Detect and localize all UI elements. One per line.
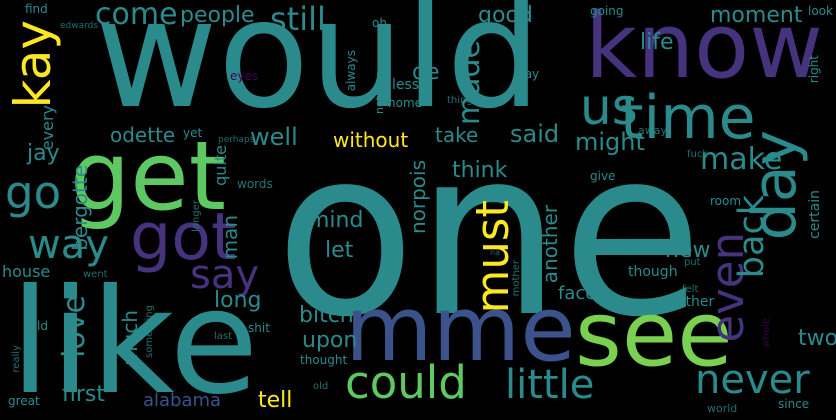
word-always: always <box>344 50 358 92</box>
word-mind: mind <box>308 208 364 233</box>
word-little: little <box>505 362 595 408</box>
word-long: long <box>214 288 262 313</box>
word-father: father <box>672 294 715 310</box>
word-mother: mother <box>511 260 522 297</box>
word-world: world <box>707 402 738 415</box>
word-went: went <box>83 269 108 280</box>
word-kay: kay <box>4 20 62 109</box>
word-mme: mme <box>345 277 576 382</box>
word-give: give <box>590 169 616 183</box>
word-may: may <box>513 67 540 81</box>
word-quite: quite <box>211 145 230 186</box>
word-tell: tell <box>258 388 293 413</box>
word-seemed: seemed <box>289 45 300 85</box>
word-whole: whole <box>761 318 772 348</box>
word-old: old <box>313 381 329 392</box>
word-could: could <box>345 356 467 409</box>
word-might: might <box>575 128 645 156</box>
word-room: room <box>710 194 742 208</box>
word-na: na <box>490 248 500 257</box>
word-words: words <box>237 177 273 191</box>
word-edwards: edwards <box>60 21 99 31</box>
word-last: last <box>214 331 233 342</box>
word-told: told <box>25 319 48 333</box>
word-longer: longer <box>191 200 202 232</box>
word-put: put <box>684 257 701 268</box>
word-less: less <box>392 77 420 93</box>
word-house: house <box>2 262 51 281</box>
word-home: home <box>388 96 423 110</box>
word-something: something <box>144 305 155 358</box>
word-first: first <box>62 382 105 407</box>
word-two: two <box>798 326 836 351</box>
word-made: made <box>452 40 487 126</box>
word-alabama: alabama <box>143 390 222 411</box>
word-away: away <box>638 124 667 137</box>
word-would: would <box>95 0 542 142</box>
word-jay: jay <box>27 141 60 166</box>
word-de: de <box>412 60 440 85</box>
word-said: said <box>510 120 560 148</box>
word-find: find <box>25 2 48 16</box>
word-yet: yet <box>183 126 203 140</box>
word-new: new <box>665 238 711 263</box>
word-face: face <box>558 283 597 304</box>
word-good: good <box>478 3 533 28</box>
word-people: people <box>180 3 255 28</box>
word-great: great <box>8 394 40 408</box>
word-since: since <box>778 397 810 411</box>
word-us: us <box>580 78 638 136</box>
word-shit: shit <box>248 321 270 335</box>
word-let: let <box>325 238 354 263</box>
word-think: think <box>452 158 508 183</box>
word-another: another <box>538 205 562 284</box>
word-certain: certain <box>807 190 823 239</box>
word-see: see <box>575 282 733 387</box>
word-going: going <box>590 4 624 18</box>
word-bergotte: bergotte <box>68 165 92 251</box>
word-oh: oh <box>372 16 387 30</box>
word-dick: dick <box>325 189 354 205</box>
word-know: know <box>585 0 823 99</box>
word-get: get <box>70 122 226 232</box>
word-look: look <box>808 4 833 18</box>
word-though: though <box>628 264 678 280</box>
word-right: right <box>807 55 821 84</box>
word-never: never <box>695 357 810 403</box>
word-life: life <box>640 30 674 55</box>
word-say: say <box>190 252 260 298</box>
word-way: way <box>28 222 109 268</box>
word-fuck: fuck <box>687 149 709 160</box>
word-norpois: norpois <box>406 160 430 235</box>
word-love: love <box>57 295 92 358</box>
word-well: well <box>250 123 298 151</box>
word-got: got <box>130 200 237 275</box>
word-without: without <box>333 128 409 152</box>
word-nothing: nothing <box>373 72 386 114</box>
word-upon: upon <box>302 328 358 353</box>
word-perhaps: perhaps <box>218 135 255 145</box>
word-odette: odette <box>110 123 176 147</box>
word-thought: thought <box>300 353 348 367</box>
word-one: one <box>275 101 703 368</box>
word-eyes: eyes <box>230 69 259 83</box>
word-time: time <box>620 83 756 153</box>
word-moment: moment <box>710 3 803 28</box>
word-still: still <box>270 0 326 38</box>
word-really: really <box>11 345 22 373</box>
word-things: things <box>447 95 478 106</box>
word-every: every <box>38 105 57 151</box>
word-much: much <box>118 310 142 366</box>
word-make: make <box>700 142 783 177</box>
word-take: take <box>435 123 479 147</box>
word-man: man <box>218 215 242 260</box>
word-go: go <box>5 166 62 219</box>
word-felt: felt <box>682 284 699 295</box>
word-bitch: bitch <box>299 303 354 328</box>
word-like: like <box>10 258 259 420</box>
word-come: come <box>95 0 178 32</box>
